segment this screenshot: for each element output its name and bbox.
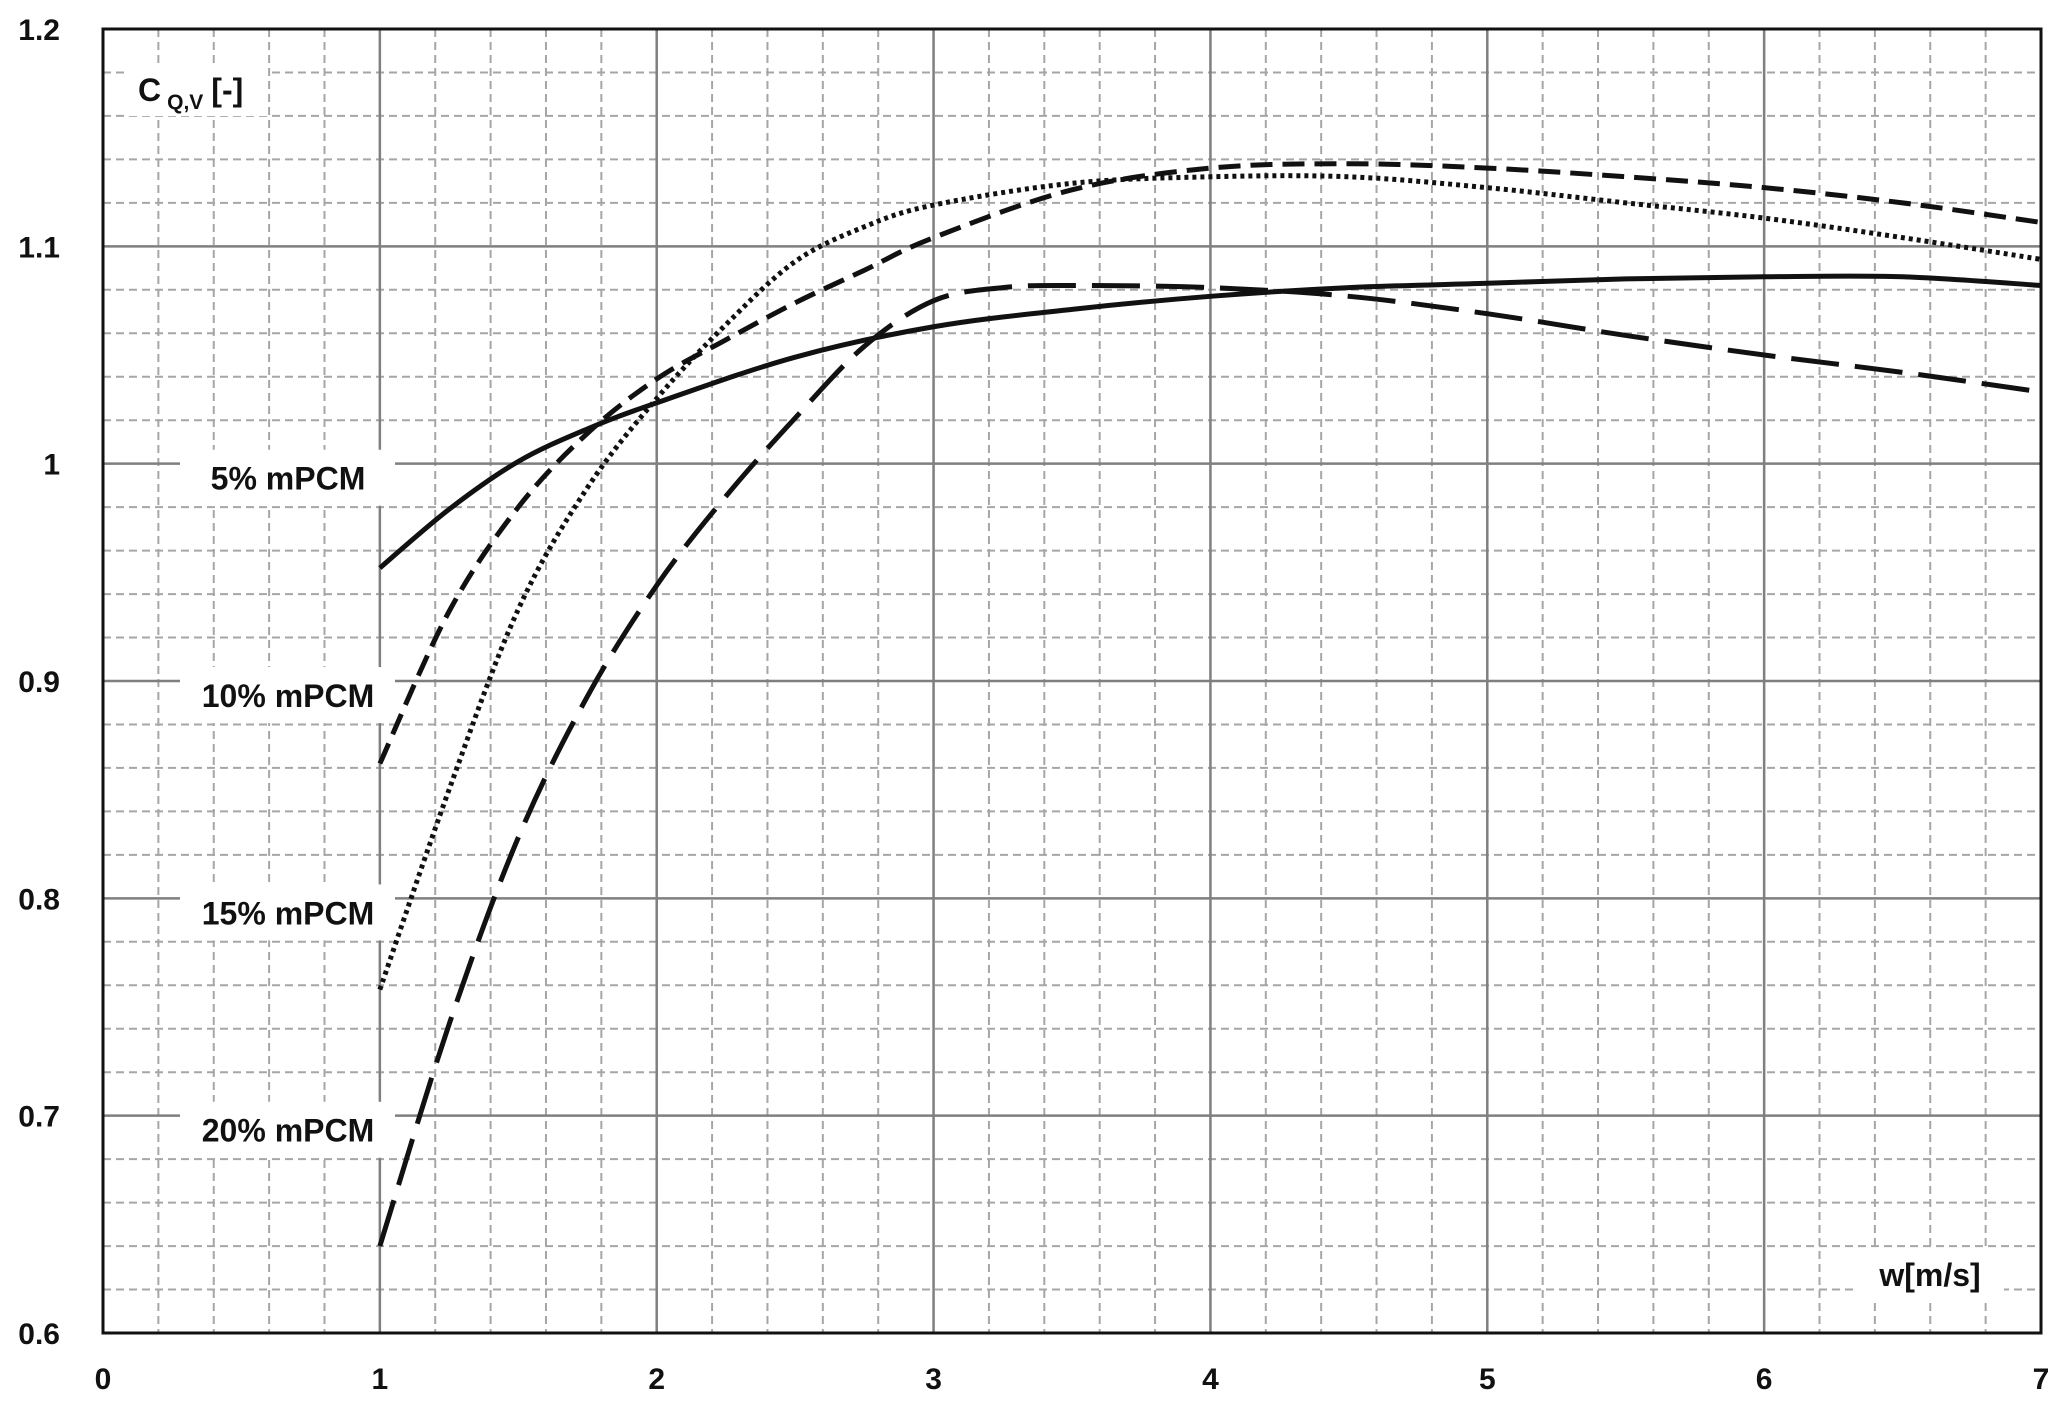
y-tick-label: 0.9 [18, 666, 60, 699]
series-labels: 5% mPCM 10% mPCM 15% mPCM 20% mPCM [202, 461, 375, 1149]
series-line-15-pct-mpcm [377, 173, 2042, 991]
x-tick-label: 5 [1479, 1363, 1496, 1396]
plot-frame [101, 27, 2043, 1335]
data-series [377, 161, 2042, 1247]
y-tick-label: 1.1 [18, 231, 60, 264]
y-axis-label-main: C [138, 72, 161, 108]
x-tick-label: 4 [1202, 1363, 1219, 1396]
series-label-20-pct-mpcm: 20% mPCM [202, 1113, 375, 1149]
y-tick-label: 0.8 [18, 883, 60, 916]
series-label-15-pct-mpcm: 15% mPCM [202, 895, 375, 931]
y-tick-label: 1 [43, 449, 60, 482]
major-grid [103, 29, 2041, 1333]
axis-tick-labels: 0 1 2 3 4 5 6 7 0.6 0.7 0.8 0.9 1 1.1 1.2 [18, 14, 2049, 1396]
y-axis-label-unit: [-] [211, 72, 243, 108]
y-axis-label: C Q,V [-] [128, 64, 268, 116]
series-label-box [180, 667, 395, 724]
x-axis-label: w[m/s] [1858, 1248, 2004, 1300]
y-axis-label-sub: Q,V [167, 91, 203, 114]
series-label-10-pct-mpcm: 10% mPCM [202, 678, 375, 714]
y-tick-label: 0.6 [18, 1318, 60, 1351]
series-line-20-pct-mpcm [377, 282, 2042, 1247]
x-tick-label: 1 [372, 1363, 389, 1396]
series-label-box [180, 1101, 395, 1158]
series-label-boxes [180, 449, 395, 1158]
x-axis-label-text: w[m/s] [1878, 1257, 1980, 1293]
x-tick-label: 3 [925, 1363, 942, 1396]
x-tick-label: 7 [2033, 1363, 2050, 1396]
y-tick-label: 0.7 [18, 1101, 60, 1134]
series-label-box [180, 884, 395, 941]
x-tick-label: 6 [1756, 1363, 1773, 1396]
series-label-box [180, 449, 395, 506]
x-tick-label: 0 [95, 1363, 112, 1396]
series-line-5-pct-mpcm [378, 273, 2042, 570]
svg-text:CQ,V[-]: C Q,V [-] [138, 72, 243, 114]
series-label-5-pct-mpcm: 5% mPCM [211, 461, 366, 497]
y-tick-label: 1.2 [18, 14, 60, 47]
x-tick-label: 2 [648, 1363, 665, 1396]
